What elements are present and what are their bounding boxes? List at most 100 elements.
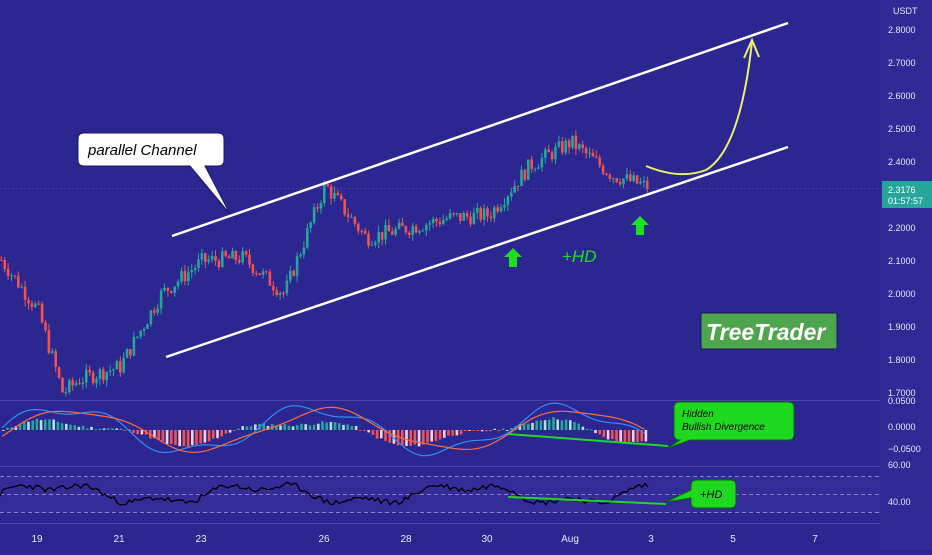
macd-bar (333, 422, 337, 430)
candle-body (248, 254, 251, 265)
candle-body (459, 213, 462, 221)
macd-bar (573, 422, 576, 430)
macd-bar (472, 430, 475, 431)
rsi-divergence-callout[interactable]: +HD (507, 479, 737, 509)
macd-tick-1: 0.0000 (888, 422, 916, 432)
candle-body (88, 369, 91, 373)
macd-bar (14, 426, 18, 430)
macd-bar (627, 430, 631, 442)
candle-body (210, 256, 214, 260)
macd-bar (493, 428, 496, 430)
candle-body (159, 290, 163, 309)
candle-body (221, 251, 224, 268)
price-tick-11: 1.7000 (888, 388, 916, 398)
macd-bar (535, 420, 538, 430)
macd-bar (157, 430, 160, 441)
macd-bar (98, 428, 102, 430)
macd-bar (602, 430, 606, 438)
rsi-band (0, 476, 880, 513)
channel-upper-line[interactable] (171, 21, 789, 238)
candle-body (615, 178, 618, 182)
macd-bar (308, 425, 312, 430)
macd-bar (65, 423, 68, 430)
macd-bar (304, 424, 307, 430)
channel-callout[interactable]: parallel Channel (77, 132, 231, 215)
candle-body (601, 165, 605, 174)
macd-bar (81, 425, 85, 430)
macd-bar (518, 424, 522, 430)
time-tick-4: 28 (400, 534, 412, 545)
macd-bar (48, 419, 51, 430)
channel-lower-line[interactable] (165, 145, 789, 359)
candle-body (122, 357, 125, 373)
candle-body (523, 169, 527, 180)
macd-bar (107, 428, 110, 430)
time-tick-1: 21 (113, 534, 125, 545)
macd-bar (35, 418, 39, 430)
candle-body (61, 377, 64, 393)
macd-bar (636, 430, 639, 442)
candle-body (255, 273, 258, 275)
candle-body (54, 351, 57, 368)
macd-bar (195, 430, 198, 445)
candle-body (68, 380, 71, 393)
macd-bar (590, 429, 593, 431)
macd-bar (485, 430, 488, 432)
candle-body (292, 270, 295, 276)
candle-body (187, 272, 190, 282)
price-tick-7: 2.1000 (888, 256, 916, 266)
macd-bar (359, 430, 362, 431)
macd-divergence-line (507, 433, 669, 447)
candle-body (64, 392, 68, 394)
macd-bar (338, 423, 341, 430)
candle-body (95, 378, 98, 384)
candle-body (588, 152, 591, 154)
candle-body (214, 256, 217, 261)
candle-body (496, 207, 499, 212)
candle-body (20, 286, 23, 288)
candle-body (309, 222, 312, 229)
macd-bar (325, 422, 328, 430)
candle-body (91, 372, 95, 384)
price-axis-panel[interactable] (880, 0, 932, 550)
macd-axis-labels: 0.0500 0.0000 −0.0500 (888, 396, 921, 454)
macd-bar (430, 430, 433, 442)
macd-bar (174, 430, 177, 445)
candle-body (520, 169, 523, 187)
macd-bar (237, 428, 240, 430)
rsi-callout-text: +HD (700, 489, 722, 501)
candle-body (142, 328, 146, 331)
macd-bar (60, 423, 64, 430)
macd-bar (18, 424, 22, 430)
candle-body (163, 287, 166, 291)
bounce-arrow-0 (504, 248, 522, 267)
macd-bar (245, 426, 249, 430)
candle-body (374, 242, 377, 245)
candle-body (414, 226, 418, 233)
candle-body (499, 207, 503, 212)
candle-body (489, 216, 493, 219)
projection-curve[interactable] (645, 41, 753, 176)
candle-body (316, 207, 319, 209)
candle-body (455, 213, 459, 215)
current-price-badge: 2.3176 01:57:57 (882, 181, 932, 208)
macd-bar (31, 420, 34, 430)
macd-divergence-callout[interactable]: Hidden Bullish Divergence (507, 401, 795, 449)
candle-body (265, 271, 268, 273)
chart-background (0, 0, 880, 550)
macd-bar (346, 424, 349, 430)
candle-body (486, 208, 489, 217)
macd-bar (594, 430, 597, 434)
macd-bar (577, 423, 580, 430)
macd-bar (262, 423, 265, 430)
macd-bar (119, 428, 123, 430)
candle-body (533, 168, 537, 170)
candle-body (190, 270, 193, 273)
macd-bar (191, 430, 194, 446)
candle-body (612, 178, 615, 180)
candle-body (251, 264, 255, 274)
candle-body (431, 218, 435, 224)
candle-body (224, 251, 227, 257)
time-tick-5: 30 (481, 534, 493, 545)
